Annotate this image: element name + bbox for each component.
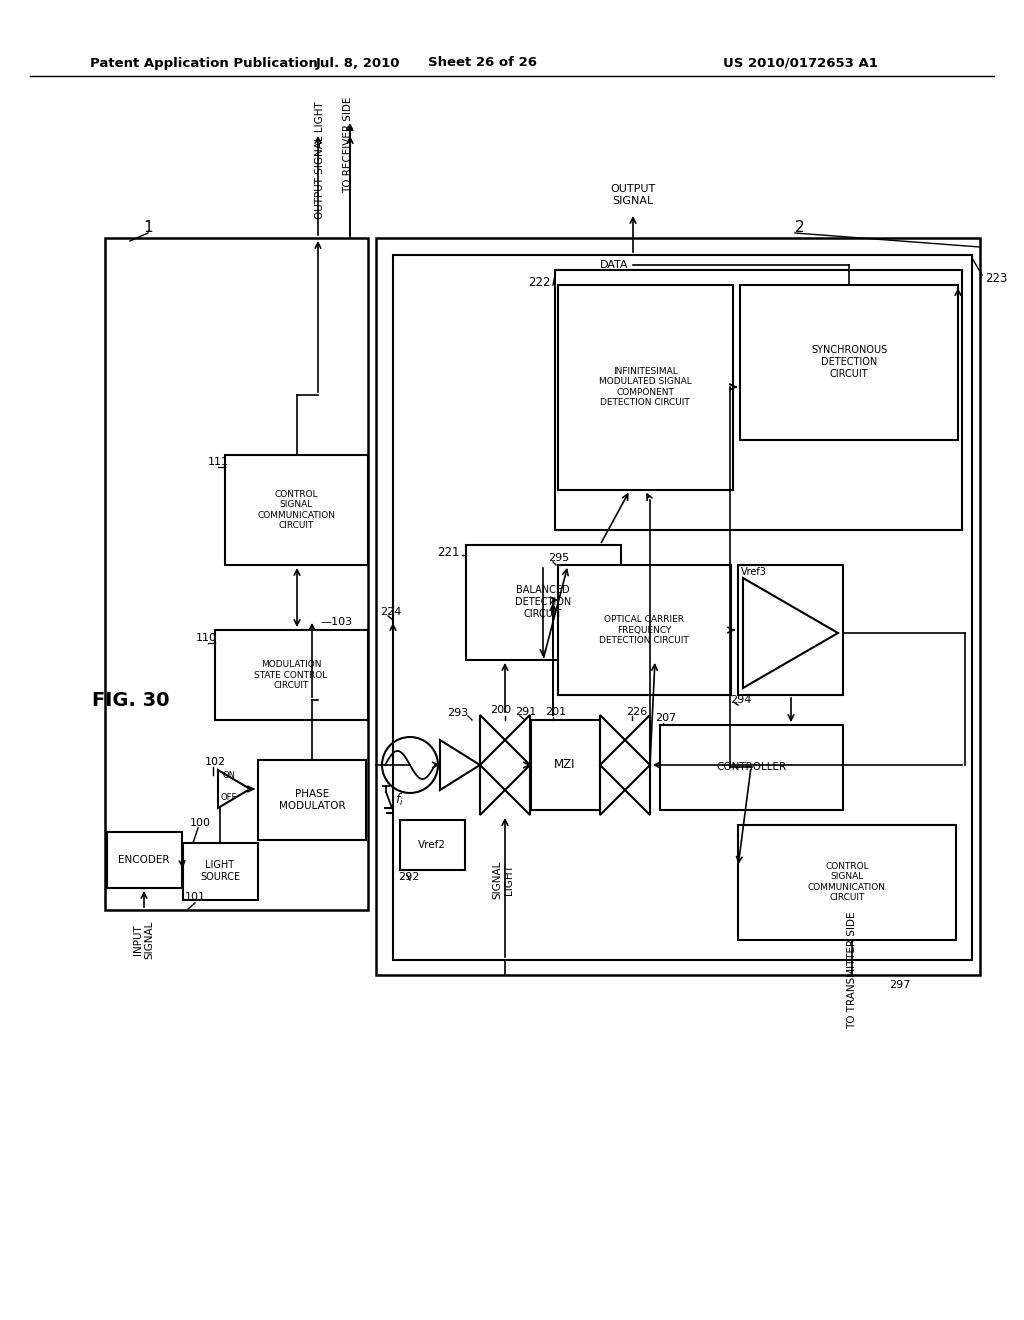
Text: DATA: DATA: [600, 260, 629, 271]
Text: PHASE
MODULATOR: PHASE MODULATOR: [279, 789, 345, 810]
Bar: [215, 630, 368, 719]
Bar: [466, 545, 621, 660]
Bar: [393, 255, 972, 960]
Text: $f_i$: $f_i$: [394, 792, 403, 808]
Bar: [531, 719, 600, 810]
Text: 100: 100: [190, 818, 211, 828]
Text: ENCODER: ENCODER: [118, 855, 170, 865]
Bar: [258, 760, 366, 840]
Text: 101: 101: [185, 892, 206, 902]
Text: US 2010/0172653 A1: US 2010/0172653 A1: [723, 57, 878, 70]
Text: FIG. 30: FIG. 30: [92, 690, 170, 710]
Text: 1: 1: [143, 220, 153, 235]
Text: Patent Application Publication: Patent Application Publication: [90, 57, 317, 70]
Bar: [740, 285, 958, 440]
Text: TO TRANSMITTER SIDE: TO TRANSMITTER SIDE: [847, 911, 857, 1028]
Bar: [558, 285, 733, 490]
Text: 201: 201: [545, 708, 566, 717]
Bar: [660, 725, 843, 810]
Text: 294: 294: [730, 696, 752, 705]
Text: SYNCHRONOUS
DETECTION
CIRCUIT: SYNCHRONOUS DETECTION CIRCUIT: [811, 346, 887, 379]
Text: 111: 111: [208, 457, 229, 467]
Text: 295: 295: [548, 553, 569, 564]
Text: 297: 297: [889, 979, 910, 990]
Bar: [376, 238, 980, 975]
Text: INPUT
SIGNAL: INPUT SIGNAL: [133, 921, 155, 960]
Text: 292: 292: [398, 873, 420, 882]
Text: TO RECEIVER SIDE: TO RECEIVER SIDE: [343, 96, 353, 193]
Text: 224: 224: [380, 607, 401, 616]
Text: CONTROL
SIGNAL
COMMUNICATION
CIRCUIT: CONTROL SIGNAL COMMUNICATION CIRCUIT: [257, 490, 335, 531]
Text: MODULATION
STATE CONTROL
CIRCUIT: MODULATION STATE CONTROL CIRCUIT: [254, 660, 328, 690]
Text: 222: 222: [528, 276, 551, 289]
Text: 226: 226: [626, 708, 647, 717]
Text: CONTROLLER: CONTROLLER: [716, 762, 786, 772]
Text: LIGHT
SOURCE: LIGHT SOURCE: [200, 861, 240, 882]
Text: 291: 291: [515, 708, 537, 717]
Bar: [105, 238, 368, 909]
Text: 200: 200: [490, 705, 511, 715]
Text: OUTPUT SIGNAL LIGHT: OUTPUT SIGNAL LIGHT: [315, 102, 325, 219]
Text: 221: 221: [437, 545, 460, 558]
Text: —103: —103: [319, 616, 352, 627]
Text: BALANCED
DETECTION
CIRCUIT: BALANCED DETECTION CIRCUIT: [515, 585, 571, 619]
Text: Sheet 26 of 26: Sheet 26 of 26: [428, 57, 538, 70]
Text: 110: 110: [196, 634, 217, 643]
Text: 207: 207: [655, 713, 676, 723]
Text: OPTICAL CARRIER
FREQUENCY
DETECTION CIRCUIT: OPTICAL CARRIER FREQUENCY DETECTION CIRC…: [599, 615, 689, 645]
Text: OUTPUT
SIGNAL: OUTPUT SIGNAL: [610, 185, 655, 206]
Text: OFF: OFF: [221, 792, 238, 801]
Bar: [738, 565, 843, 696]
Text: 223: 223: [985, 272, 1008, 285]
Text: CONTROL
SIGNAL
COMMUNICATION
CIRCUIT: CONTROL SIGNAL COMMUNICATION CIRCUIT: [808, 862, 886, 902]
Text: ON: ON: [222, 771, 236, 780]
Bar: [400, 820, 465, 870]
Bar: [225, 455, 368, 565]
Text: INFINITESIMAL
MODULATED SIGNAL
COMPONENT
DETECTION CIRCUIT: INFINITESIMAL MODULATED SIGNAL COMPONENT…: [599, 367, 691, 407]
Text: Vref2: Vref2: [418, 840, 446, 850]
Text: Vref3: Vref3: [741, 568, 767, 577]
Bar: [558, 565, 731, 696]
Bar: [555, 271, 962, 531]
Text: MZI: MZI: [554, 759, 575, 771]
Text: 293: 293: [446, 708, 468, 718]
Bar: [106, 832, 182, 888]
Text: Jul. 8, 2010: Jul. 8, 2010: [315, 57, 400, 70]
Text: 2: 2: [796, 220, 805, 235]
Text: 102: 102: [205, 756, 226, 767]
Bar: [738, 825, 956, 940]
Bar: [183, 843, 258, 900]
Text: SIGNAL
LIGHT: SIGNAL LIGHT: [493, 861, 514, 899]
